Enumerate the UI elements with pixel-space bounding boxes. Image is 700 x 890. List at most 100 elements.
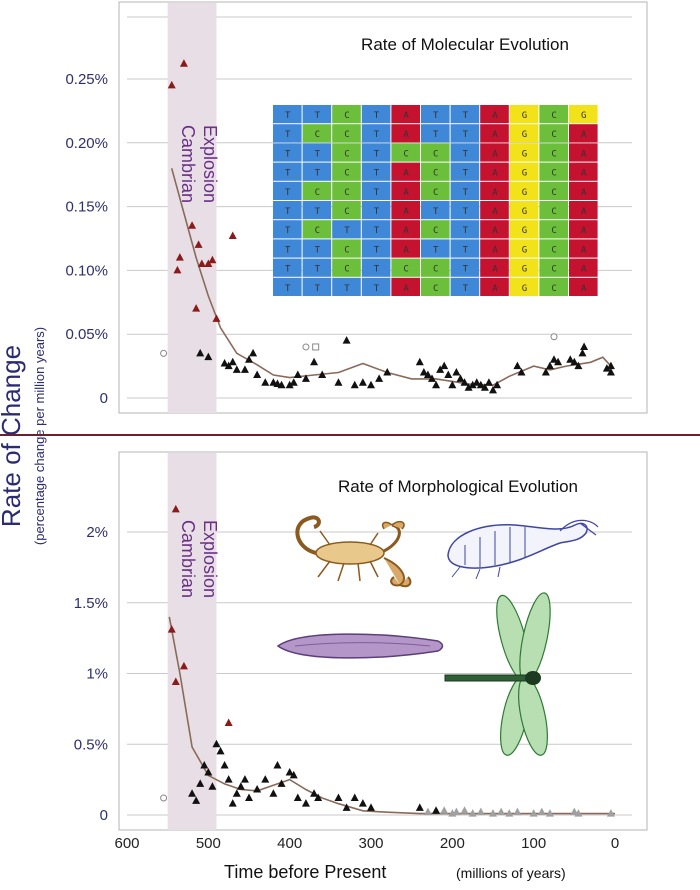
dna-cell — [539, 143, 568, 162]
dna-cell — [361, 124, 391, 143]
dna-cell — [391, 220, 420, 239]
dna-cell — [332, 143, 361, 162]
dna-base-label: A — [492, 245, 498, 255]
dna-cell — [391, 162, 420, 181]
dna-cell — [361, 162, 391, 181]
dna-base-label: C — [344, 188, 349, 198]
dna-cell — [569, 143, 598, 162]
dna-base-label: T — [463, 284, 469, 294]
flatworm-illustration — [276, 633, 444, 659]
dna-cell — [273, 201, 302, 220]
dna-cell — [421, 162, 450, 181]
dna-cell — [509, 181, 539, 200]
dna-base-label: C — [551, 265, 556, 275]
dna-cell — [539, 105, 568, 124]
x-axis-units: (millions of years) — [456, 865, 566, 881]
dna-base-label: T — [285, 111, 291, 121]
dna-cell — [391, 258, 420, 277]
data-point — [423, 370, 432, 379]
dna-cell — [421, 201, 450, 220]
dna-base-label: T — [315, 265, 321, 275]
dna-base-label: T — [315, 284, 321, 294]
data-point — [570, 357, 579, 366]
dna-cell — [450, 105, 480, 124]
data-point — [480, 383, 489, 391]
dna-base-label: A — [403, 207, 409, 217]
data-point — [342, 803, 351, 811]
data-point — [476, 807, 485, 816]
dna-cell — [421, 143, 450, 162]
data-point — [489, 385, 497, 394]
data-point — [464, 383, 473, 391]
dna-base-label: A — [581, 130, 587, 140]
data-point — [204, 352, 213, 361]
dna-base-label: T — [285, 188, 291, 198]
dna-cell — [332, 239, 361, 258]
data-point — [289, 378, 298, 386]
dna-base-label: A — [492, 207, 498, 217]
dna-base-label: T — [374, 245, 380, 255]
data-point — [436, 365, 445, 373]
data-point — [228, 231, 237, 239]
dna-cell — [569, 277, 598, 296]
dna-cell — [361, 201, 391, 220]
scorpion-illustration — [295, 515, 412, 588]
data-point — [200, 760, 209, 769]
dna-cell — [273, 239, 302, 258]
dna-cell — [509, 239, 539, 258]
dna-cell — [421, 239, 450, 258]
dna-base-label: T — [285, 226, 291, 236]
dna-cell — [273, 162, 302, 181]
data-point — [541, 367, 550, 376]
dna-base-label: A — [403, 226, 409, 236]
data-point — [484, 378, 493, 386]
dna-base-label: A — [403, 111, 409, 121]
dna-base-label: T — [374, 111, 380, 121]
data-point — [529, 809, 538, 817]
dna-base-label: T — [374, 265, 380, 275]
dna-base-label: T — [344, 226, 350, 236]
dna-base-label: A — [581, 149, 587, 159]
data-point — [232, 365, 241, 373]
data-point — [566, 355, 575, 363]
y-tick-label: 0.5% — [74, 736, 108, 753]
dna-base-label: T — [374, 149, 380, 159]
dna-base-label: C — [344, 169, 349, 179]
cambrian-band — [167, 453, 217, 830]
dna-base-label: A — [492, 284, 498, 294]
data-point — [452, 807, 461, 816]
data-point — [310, 357, 319, 366]
data-point — [415, 357, 424, 366]
dna-base-label: C — [551, 149, 556, 159]
dna-base-label: C — [433, 169, 438, 179]
dna-cell — [480, 220, 509, 239]
dna-base-label: G — [522, 245, 527, 255]
data-point — [460, 378, 469, 386]
dna-cell — [273, 258, 302, 277]
dna-cell — [480, 181, 509, 200]
data-point — [216, 746, 225, 755]
data-point — [208, 255, 217, 264]
dna-base-label: C — [344, 111, 349, 121]
data-point — [175, 253, 184, 261]
data-point — [432, 380, 441, 389]
data-point — [383, 367, 392, 376]
dna-base-label: C — [403, 265, 408, 275]
data-point — [220, 760, 229, 769]
data-point — [497, 807, 506, 816]
data-point — [212, 739, 221, 748]
dna-cell — [450, 162, 480, 181]
data-point — [310, 789, 319, 797]
dna-base-label: T — [285, 284, 291, 294]
data-point — [204, 259, 213, 268]
dna-base-label: T — [433, 207, 439, 217]
dna-cell — [302, 220, 332, 239]
dna-cell — [421, 124, 450, 143]
dna-base-label: C — [551, 169, 556, 179]
dna-base-label: T — [463, 207, 469, 217]
dna-base-label: A — [492, 149, 498, 159]
dna-cell — [302, 124, 332, 143]
dna-cell — [539, 201, 568, 220]
dna-cell — [391, 201, 420, 220]
